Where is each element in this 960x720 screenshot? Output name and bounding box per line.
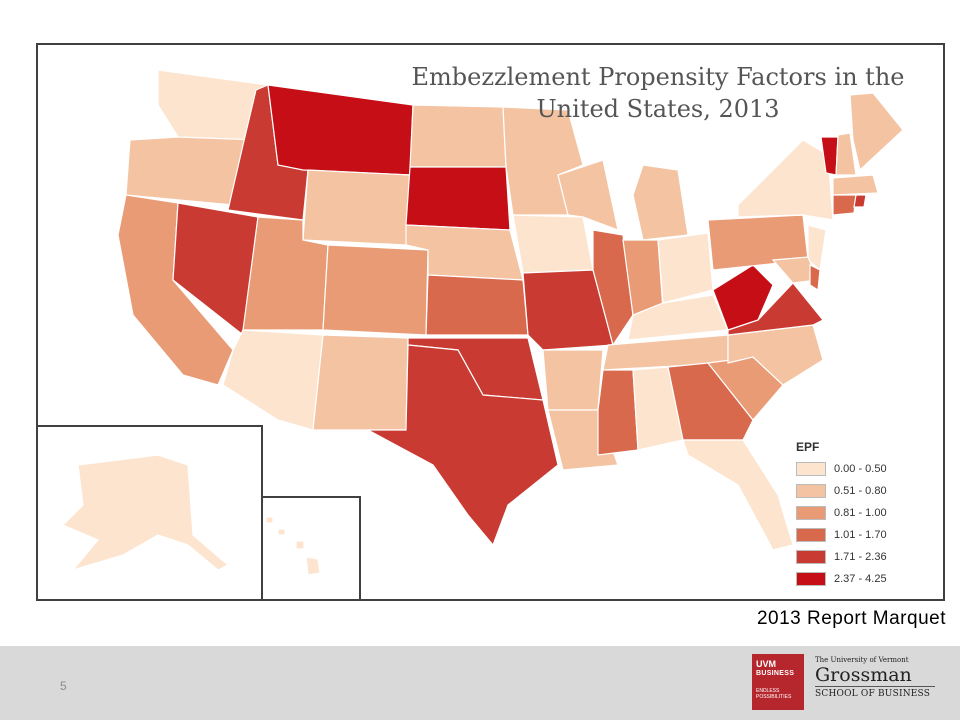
state-maine bbox=[849, 92, 904, 172]
state-mississippi bbox=[597, 369, 639, 456]
state-delaware bbox=[809, 264, 821, 292]
state-colorado bbox=[322, 244, 429, 336]
legend-label: 1.01 - 1.70 bbox=[834, 528, 887, 541]
state-hawaii-oahu bbox=[277, 528, 286, 536]
state-new-york bbox=[737, 139, 834, 221]
legend-label: 2.37 - 4.25 bbox=[834, 572, 887, 585]
map-legend: EPF 0.00 - 0.50 0.51 - 0.80 0.81 - 1.00 … bbox=[796, 440, 936, 592]
us-choropleth-map bbox=[61, 69, 904, 576]
legend-label: 0.81 - 1.00 bbox=[834, 506, 887, 519]
state-alaska bbox=[61, 454, 230, 572]
legend-label: 0.51 - 0.80 bbox=[834, 484, 887, 497]
state-rhode-island bbox=[853, 194, 867, 208]
state-ohio bbox=[657, 232, 714, 304]
legend-swatch bbox=[796, 461, 826, 476]
source-caption: 2013 Report Marquet bbox=[756, 608, 946, 629]
state-hawaii-big-island bbox=[305, 556, 321, 576]
state-michigan bbox=[632, 164, 689, 241]
logo-school: SCHOOL OF BUSINESS bbox=[815, 689, 931, 699]
logo-badge-line-2: BUSINESS bbox=[756, 670, 795, 677]
logo-badge-line-1: UVM bbox=[756, 659, 776, 669]
map-frame: Embezzlement Propensity Factors in the U… bbox=[36, 43, 945, 601]
legend-swatch bbox=[796, 527, 826, 542]
legend-swatch bbox=[796, 483, 826, 498]
state-new-hampshire bbox=[835, 132, 857, 176]
state-new-mexico bbox=[312, 334, 409, 431]
logo-name: Grossman bbox=[815, 664, 935, 687]
state-georgia bbox=[667, 362, 754, 441]
legend-label: 1.71 - 2.36 bbox=[834, 550, 887, 563]
state-montana bbox=[267, 84, 414, 176]
grossman-logo-text: The University of Vermont Grossman SCHOO… bbox=[815, 656, 935, 699]
legend-item: 0.51 - 0.80 bbox=[796, 482, 936, 499]
map-title-line-2: United States, 2013 bbox=[536, 95, 780, 123]
alaska-inset-frame bbox=[38, 425, 263, 599]
state-west-virginia bbox=[712, 264, 774, 331]
state-missouri bbox=[522, 269, 614, 351]
legend-item: 0.00 - 0.50 bbox=[796, 460, 936, 477]
legend-swatch bbox=[796, 571, 826, 586]
state-south-dakota bbox=[405, 166, 511, 231]
logo-badge-line-3: ENDLESS POSSIBILITIES bbox=[756, 688, 792, 700]
page-number: 5 bbox=[60, 679, 67, 693]
state-wyoming bbox=[302, 169, 411, 246]
legend-swatch bbox=[796, 549, 826, 564]
state-massachusetts bbox=[832, 174, 879, 196]
logo-university: The University of Vermont bbox=[815, 656, 909, 664]
legend-item: 2.37 - 4.25 bbox=[796, 570, 936, 587]
legend-swatch bbox=[796, 505, 826, 520]
state-connecticut bbox=[832, 194, 857, 216]
state-florida bbox=[682, 439, 794, 551]
uvm-business-logo-badge: UVM BUSINESS ENDLESS POSSIBILITIES bbox=[752, 654, 804, 710]
legend-item: 0.81 - 1.00 bbox=[796, 504, 936, 521]
state-wisconsin bbox=[557, 159, 619, 231]
footer-bar: 5 UVM BUSINESS ENDLESS POSSIBILITIES The… bbox=[0, 646, 960, 720]
state-kentucky bbox=[627, 294, 729, 341]
map-title-line-1: Embezzlement Propensity Factors in the bbox=[411, 63, 905, 91]
legend-item: 1.71 - 2.36 bbox=[796, 548, 936, 565]
legend-title: EPF bbox=[796, 440, 820, 454]
legend-label: 0.00 - 0.50 bbox=[834, 462, 887, 475]
state-kansas bbox=[425, 274, 529, 336]
state-illinois bbox=[592, 229, 634, 347]
state-iowa bbox=[512, 214, 594, 274]
state-hawaii-kauai bbox=[265, 516, 274, 524]
state-texas bbox=[367, 344, 559, 547]
map-title: Embezzlement Propensity Factors in the U… bbox=[398, 61, 918, 125]
hawaii-inset-frame bbox=[263, 496, 361, 599]
state-arkansas bbox=[542, 349, 604, 411]
legend-item: 1.01 - 1.70 bbox=[796, 526, 936, 543]
state-hawaii-maui bbox=[295, 540, 305, 550]
state-arizona bbox=[222, 329, 324, 431]
